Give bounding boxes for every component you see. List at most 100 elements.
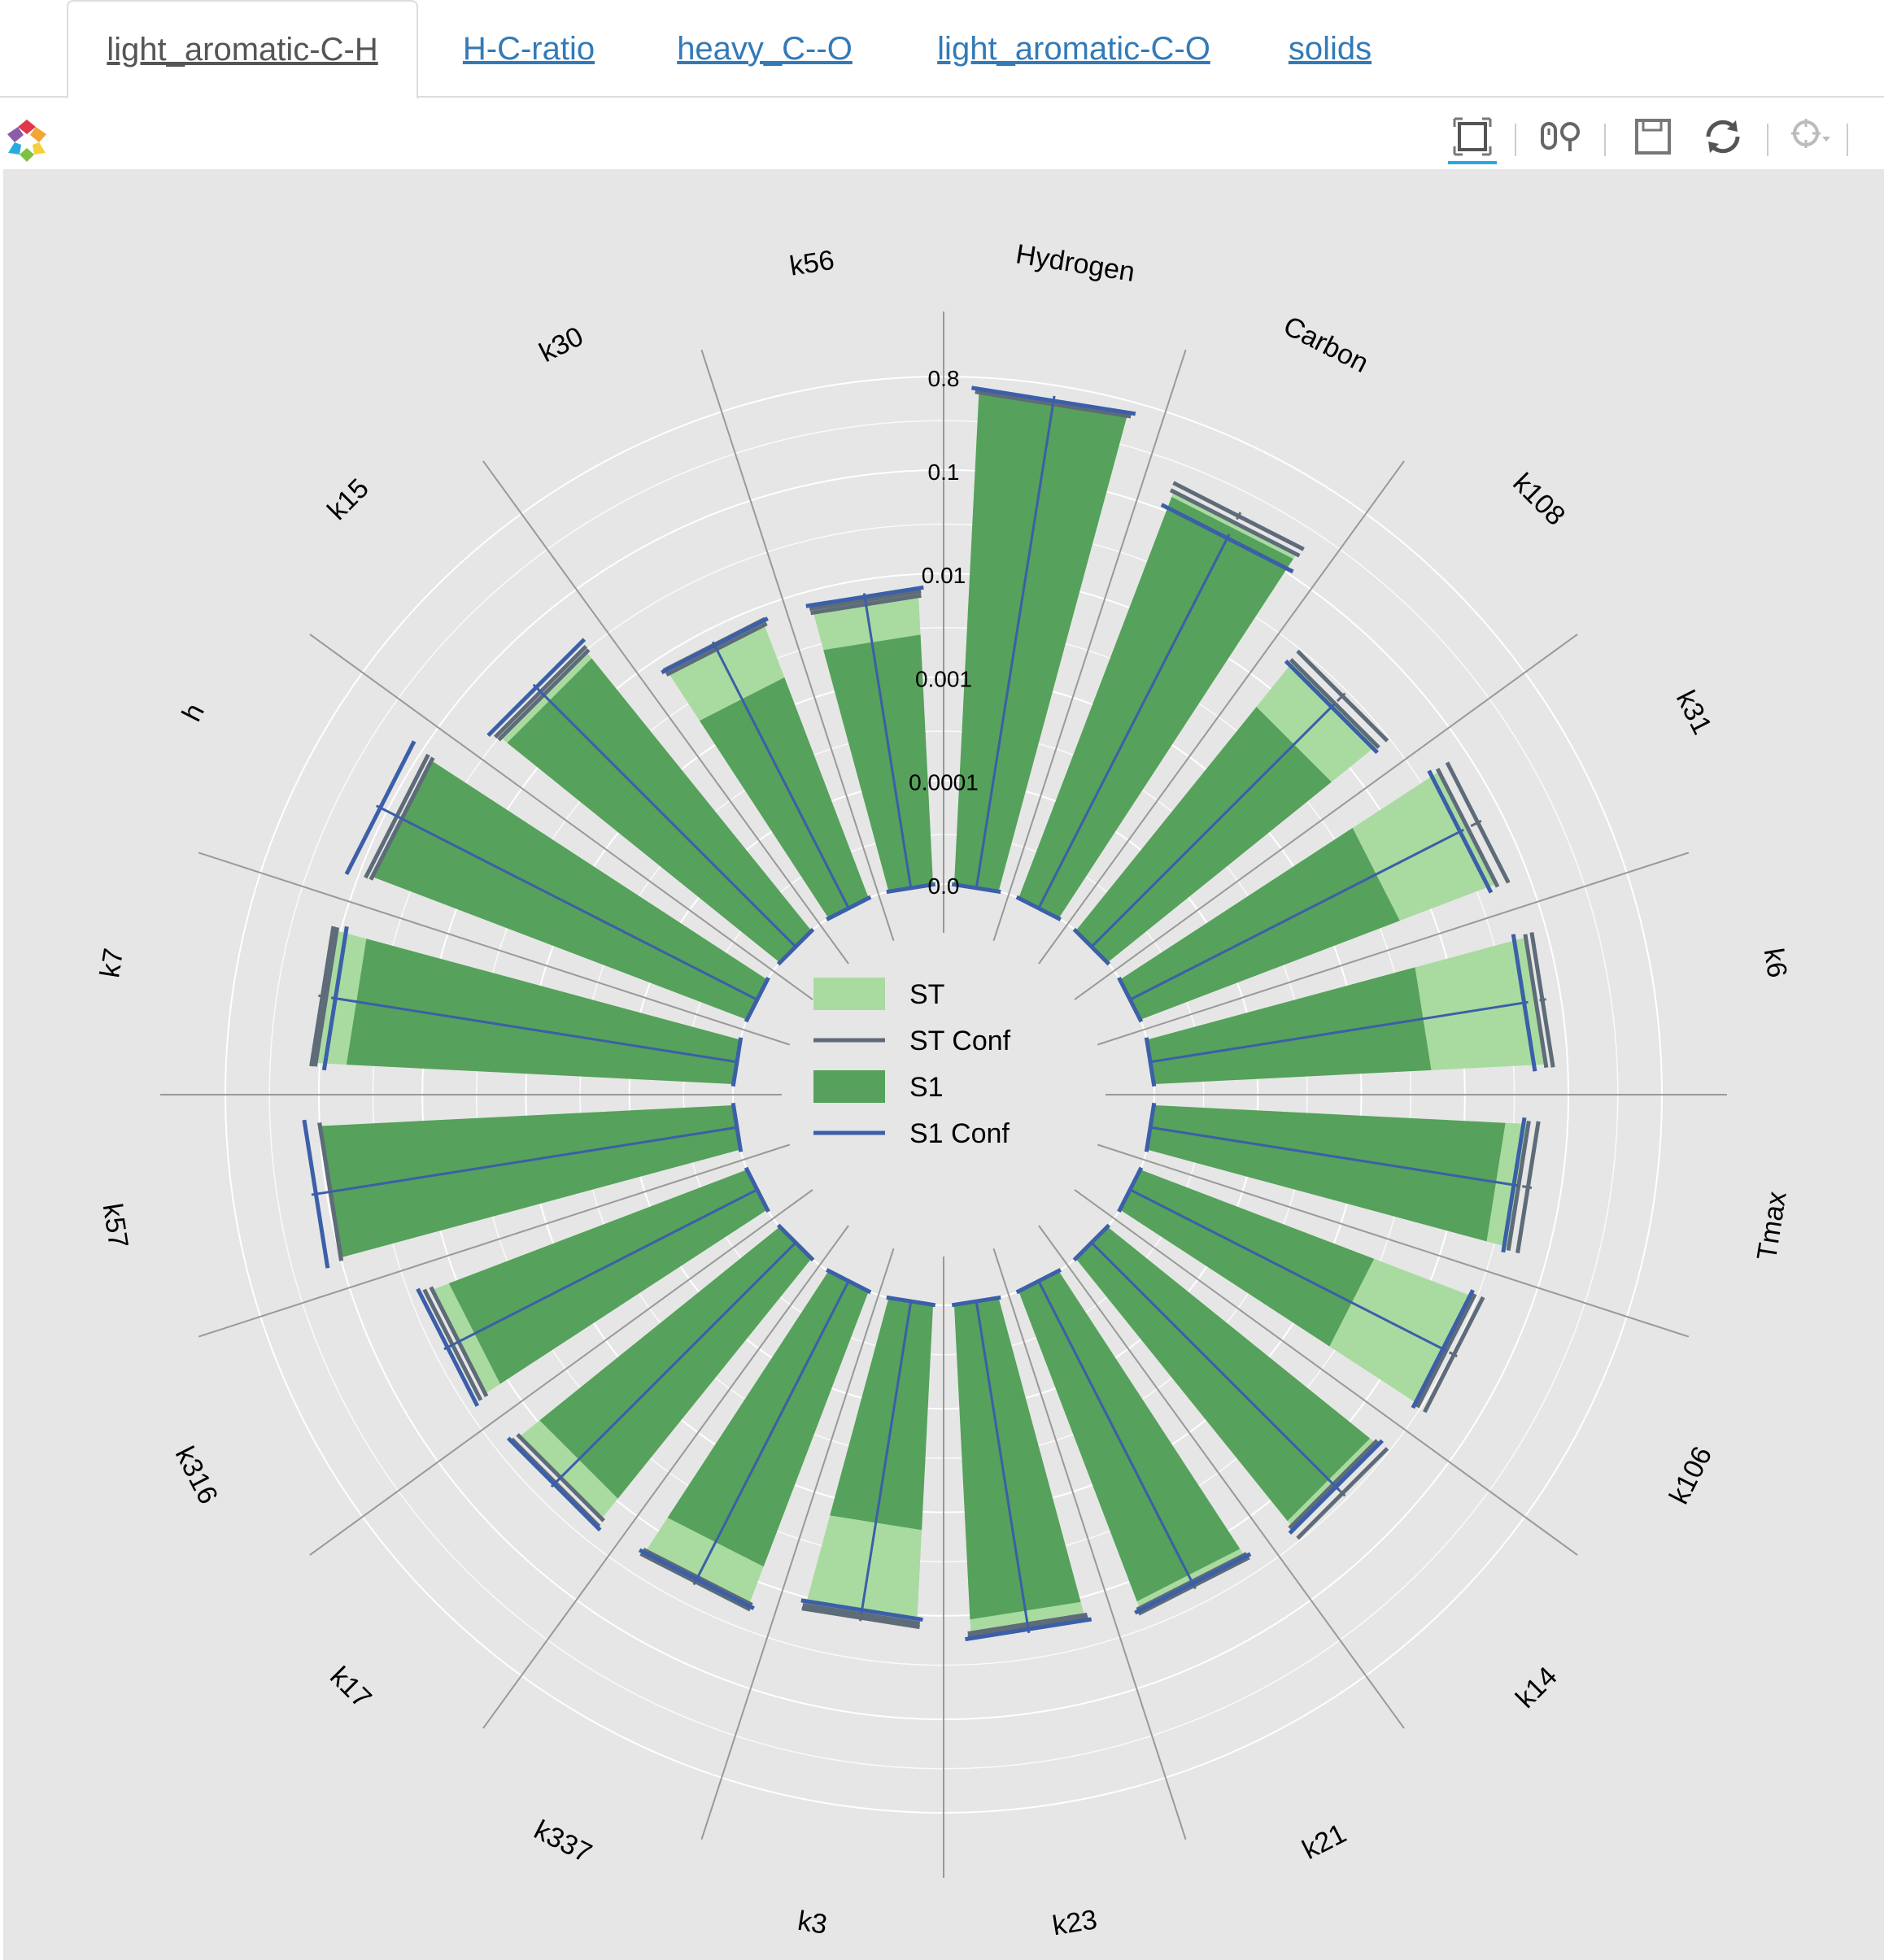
s1-conf-whisker bbox=[330, 996, 736, 1063]
s1-conf-whisker bbox=[860, 1302, 912, 1614]
bokeh-logo-icon bbox=[3, 117, 50, 164]
s1-conf-cap bbox=[321, 926, 349, 1071]
tab-h-c-ratio[interactable]: H-C-ratio bbox=[462, 30, 595, 67]
s1-bar bbox=[667, 1270, 869, 1567]
s1-conf-cap bbox=[826, 895, 872, 921]
s1-bar bbox=[1119, 828, 1400, 1020]
st-conf-whisker bbox=[1236, 512, 1242, 520]
s1-conf-cap bbox=[1144, 1102, 1157, 1152]
s1-conf-whisker bbox=[1151, 1000, 1529, 1063]
category-spoke bbox=[992, 1248, 1187, 1840]
category-label: k337 bbox=[529, 1814, 596, 1869]
tab-light-aromatic-c-o[interactable]: light_aromatic-C-O bbox=[937, 30, 1210, 67]
category-spoke bbox=[1074, 634, 1578, 1000]
s1-conf-cap bbox=[776, 1223, 815, 1262]
category-label: k31 bbox=[1670, 686, 1718, 739]
s1-conf-cap bbox=[744, 1166, 770, 1213]
tab-solids[interactable]: solids bbox=[1288, 30, 1372, 67]
category-spoke bbox=[482, 1225, 849, 1729]
tab-heavy-c-o[interactable]: heavy_C--O bbox=[677, 30, 853, 67]
st-conf-mark bbox=[1289, 658, 1380, 750]
s1-conf-cap bbox=[416, 1287, 480, 1407]
category-spoke bbox=[1097, 1143, 1690, 1338]
s1-bar bbox=[954, 1298, 1081, 1620]
category-spoke bbox=[482, 460, 849, 965]
category-label: k21 bbox=[1297, 1818, 1351, 1866]
legend-swatch bbox=[813, 1070, 885, 1103]
category-label: k30 bbox=[534, 320, 588, 368]
s1-conf-whisker bbox=[532, 683, 796, 947]
radial-sensitivity-chart: Hydrogen Carbon k108 k31 k6 Tmax k106 k14 k21 k23… bbox=[3, 169, 1884, 1960]
category-label: k108 bbox=[1507, 468, 1571, 532]
s1-conf-cap bbox=[1072, 927, 1111, 966]
category-spoke bbox=[198, 852, 791, 1046]
category-spoke bbox=[309, 1189, 813, 1556]
s1-conf-cap bbox=[805, 585, 924, 608]
category-spoke bbox=[1074, 1189, 1578, 1556]
s1-bar bbox=[1147, 1105, 1506, 1242]
s1-bar bbox=[830, 1298, 933, 1531]
hover-crosshair-icon[interactable] bbox=[1786, 112, 1835, 161]
s1-conf-cap bbox=[638, 1548, 755, 1610]
st-conf-mark bbox=[1523, 934, 1549, 1069]
s1-conf-whisker bbox=[550, 1243, 796, 1488]
s1-conf-whisker bbox=[1131, 828, 1464, 1000]
s1-conf-cap bbox=[506, 1436, 602, 1532]
st-conf-whisker bbox=[859, 1617, 862, 1622]
s1-conf-whisker bbox=[1131, 1189, 1447, 1352]
legend-label: S1 Conf bbox=[909, 1118, 1010, 1149]
radial-tick-label: 0.0001 bbox=[909, 770, 979, 795]
s1-bar bbox=[823, 634, 933, 891]
s1-conf-whisker bbox=[376, 804, 757, 1000]
st-conf-mark bbox=[309, 926, 336, 1067]
s1-conf-whisker bbox=[975, 1302, 1031, 1634]
s1-conf-whisker bbox=[1092, 703, 1336, 947]
st-conf-whisker bbox=[1522, 1185, 1533, 1189]
wheel-zoom-icon[interactable] bbox=[1537, 112, 1586, 161]
reset-icon[interactable] bbox=[1699, 112, 1747, 161]
category-label: k106 bbox=[1664, 1442, 1718, 1509]
s1-conf-cap bbox=[951, 1295, 1001, 1308]
category-label: k23 bbox=[1050, 1904, 1099, 1941]
st-conf-whisker bbox=[1470, 819, 1482, 828]
s1-conf-cap bbox=[1284, 660, 1379, 755]
category-spoke bbox=[700, 349, 895, 942]
category-label: k316 bbox=[169, 1442, 224, 1509]
s1-conf-cap bbox=[1411, 1289, 1475, 1409]
st-conf-mark bbox=[1169, 488, 1301, 558]
s1-conf-cap bbox=[1160, 503, 1294, 574]
category-label: k56 bbox=[787, 245, 836, 282]
radial-tick-label: 0.8 bbox=[928, 366, 960, 391]
s1-conf-cap bbox=[951, 882, 1001, 895]
category-label: k14 bbox=[1510, 1661, 1563, 1714]
s1-conf-cap bbox=[971, 385, 1136, 416]
category-spoke bbox=[992, 349, 1187, 942]
legend-label: S1 bbox=[909, 1072, 944, 1103]
category-spoke bbox=[1038, 460, 1405, 965]
s1-conf-whisker bbox=[311, 1126, 736, 1196]
s1-conf-cap bbox=[1117, 977, 1144, 1023]
category-spoke bbox=[198, 1143, 791, 1338]
st-conf-mark bbox=[1435, 768, 1500, 888]
legend-swatch bbox=[813, 978, 885, 1010]
tab-light-aromatic-c-h[interactable]: light_aromatic-C-H bbox=[67, 0, 418, 99]
s1-conf-cap bbox=[1511, 934, 1537, 1072]
s1-conf-whisker bbox=[1151, 1126, 1519, 1187]
box-zoom-icon[interactable] bbox=[1448, 112, 1497, 164]
plot-toolbar bbox=[0, 106, 1884, 168]
s1-conf-cap bbox=[1288, 1439, 1385, 1535]
category-spoke bbox=[309, 634, 813, 1000]
confidence-intervals bbox=[302, 385, 1555, 1642]
s1-conf-cap bbox=[744, 977, 770, 1023]
s1-conf-cap bbox=[730, 1037, 744, 1087]
save-icon[interactable] bbox=[1629, 112, 1677, 161]
s1-conf-cap bbox=[826, 1268, 872, 1295]
s1-conf-cap bbox=[1501, 1117, 1527, 1253]
s1-conf-cap bbox=[344, 740, 416, 876]
s1-conf-cap bbox=[661, 616, 769, 675]
s1-conf-cap bbox=[1015, 1268, 1062, 1295]
category-label: k6 bbox=[1758, 946, 1793, 979]
s1-conf-cap bbox=[1427, 769, 1494, 894]
category-label: Hydrogen bbox=[1014, 238, 1137, 288]
st-conf-mark bbox=[312, 926, 339, 1067]
